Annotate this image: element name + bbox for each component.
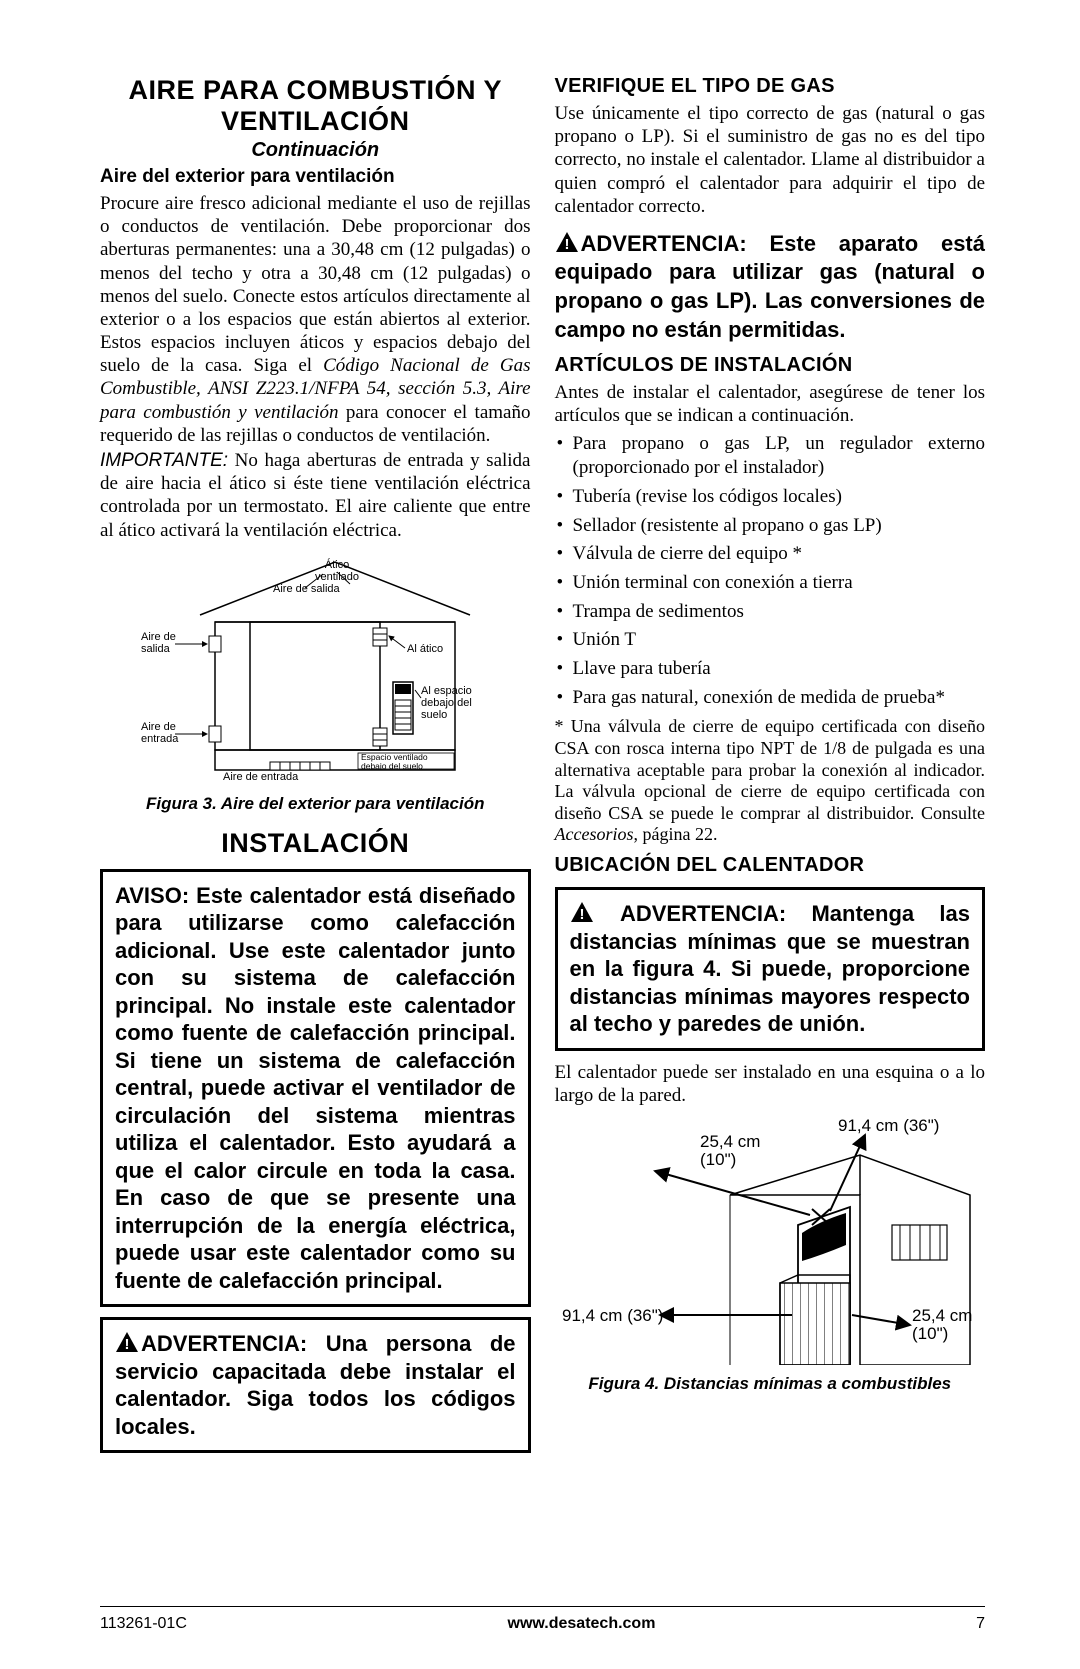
right-column: VERIFIQUE EL TIPO DE GAS Use únicamente … — [555, 75, 986, 1463]
warn2-text: ADVERTENCIA: Este aparato está equipado … — [555, 231, 986, 342]
install-articles-head: ARTÍCULOS DE INSTALACIÓN — [555, 354, 986, 377]
exterior-air-subhead: Aire del exterior para ventilación — [100, 166, 531, 188]
footer-url: www.desatech.com — [508, 1615, 656, 1633]
list-item: Unión terminal con conexión a tierra — [555, 571, 986, 596]
combustion-title: AIRE PARA COMBUSTIÓN Y VENTILACIÓN — [100, 75, 531, 137]
svg-text:debajo del suelo: debajo del suelo — [361, 761, 423, 771]
svg-text:Ático: Ático — [325, 558, 349, 571]
footnote-it: Accesorios — [555, 824, 634, 844]
svg-text:25,4 cm: 25,4 cm — [912, 1306, 972, 1325]
figure-4-caption: Figura 4. Distancias mínimas a combustib… — [555, 1374, 986, 1394]
page-footer: 113261-01C www.desatech.com 7 — [100, 1615, 985, 1633]
left-column: AIRE PARA COMBUSTIÓN Y VENTILACIÓN Conti… — [100, 75, 531, 1463]
warn1-text: ADVERTENCIA: Una persona de servicio cap… — [115, 1331, 516, 1439]
list-item: Unión T — [555, 628, 986, 653]
warning-service-box: !ADVERTENCIA: Una persona de servicio ca… — [100, 1317, 531, 1453]
list-item: Trampa de sedimentos — [555, 600, 986, 625]
footnote-b: , página 22. — [633, 824, 717, 844]
exterior-air-paragraph: Procure aire fresco adicional mediante e… — [100, 192, 531, 447]
footer-docnum: 113261-01C — [100, 1615, 187, 1633]
figure-3-diagram: Ático ventilado Aire de salida Aire de s… — [100, 550, 531, 790]
warning-clearance-text: ! ADVERTENCIA: Mantenga las distancias m… — [570, 900, 971, 1038]
figure-4-diagram: 25,4 cm (10") 91,4 cm (36") 91,4 cm (36"… — [555, 1115, 986, 1370]
installation-title: INSTALACIÓN — [100, 828, 531, 859]
list-item: Llave para tubería — [555, 657, 986, 682]
svg-text:suelo: suelo — [421, 709, 447, 721]
para1-a: Procure aire fresco adicional mediante e… — [100, 193, 531, 376]
svg-text:salida: salida — [141, 643, 171, 655]
warning-icon: ! — [115, 1331, 139, 1353]
warning-service-text: !ADVERTENCIA: Una persona de servicio ca… — [115, 1330, 516, 1440]
important-paragraph: IMPORTANTE: No haga aberturas de entrada… — [100, 449, 531, 542]
list-item: Tubería (revise los códigos locales) — [555, 485, 986, 510]
verify-gas-head: VERIFIQUE EL TIPO DE GAS — [555, 75, 986, 98]
svg-text:entrada: entrada — [141, 733, 179, 745]
important-label: IMPORTANTE: — [100, 450, 228, 471]
verify-gas-text: Use únicamente el tipo correcto de gas (… — [555, 102, 986, 218]
figure-3-caption: Figura 3. Aire del exterior para ventila… — [100, 794, 531, 814]
continuation-label: Continuación — [100, 139, 531, 162]
svg-text:Al espacio: Al espacio — [421, 685, 472, 697]
footer-pagenum: 7 — [976, 1615, 985, 1633]
list-item: Válvula de cierre del equipo * — [555, 542, 986, 567]
aviso-text: AVISO: Este calentador está diseñado par… — [115, 882, 516, 1295]
warn3-text: ADVERTENCIA: Mantenga las distancias mín… — [570, 901, 971, 1036]
warning-icon: ! — [555, 231, 579, 253]
svg-text:debajo del: debajo del — [421, 697, 472, 709]
warning-clearance-box: ! ADVERTENCIA: Mantenga las distancias m… — [555, 887, 986, 1051]
two-column-layout: AIRE PARA COMBUSTIÓN Y VENTILACIÓN Conti… — [100, 75, 985, 1463]
svg-text:!: ! — [579, 906, 584, 923]
svg-text:ventilado: ventilado — [315, 571, 359, 583]
svg-text:25,4 cm: 25,4 cm — [700, 1132, 760, 1151]
warning-gas-conversion: !ADVERTENCIA: Este aparato está equipado… — [555, 230, 986, 344]
svg-text:91,4 cm (36"): 91,4 cm (36") — [562, 1306, 663, 1325]
install-articles-intro: Antes de instalar el calentador, asegúre… — [555, 381, 986, 427]
svg-text:Al ático: Al ático — [407, 643, 443, 655]
aviso-box: AVISO: Este calentador está diseñado par… — [100, 869, 531, 1308]
svg-text:91,4 cm (36"): 91,4 cm (36") — [838, 1116, 939, 1135]
heater-location-head: UBICACIÓN DEL CALENTADOR — [555, 854, 986, 877]
list-item: Sellador (resistente al propano o gas LP… — [555, 514, 986, 539]
footnote: * Una válvula de cierre de equipo certif… — [555, 716, 986, 846]
heater-location-text: El calentador puede ser instalado en una… — [555, 1061, 986, 1107]
install-items-list: Para propano o gas LP, un regulador exte… — [555, 432, 986, 711]
list-item: Para gas natural, conexión de medida de … — [555, 686, 986, 711]
svg-text:Aire de entrada: Aire de entrada — [223, 771, 299, 783]
footnote-a: * Una válvula de cierre de equipo certif… — [555, 716, 986, 822]
svg-text:(10"): (10") — [700, 1150, 736, 1169]
svg-text:(10"): (10") — [912, 1324, 948, 1343]
svg-text:Aire de: Aire de — [141, 721, 176, 733]
svg-text:!: ! — [564, 236, 569, 253]
footer-rule — [100, 1606, 985, 1607]
warning-icon: ! — [570, 901, 594, 923]
svg-text:!: ! — [125, 1336, 130, 1353]
svg-text:Aire de salida: Aire de salida — [273, 583, 341, 595]
svg-text:Aire de: Aire de — [141, 631, 176, 643]
list-item: Para propano o gas LP, un regulador exte… — [555, 432, 986, 481]
